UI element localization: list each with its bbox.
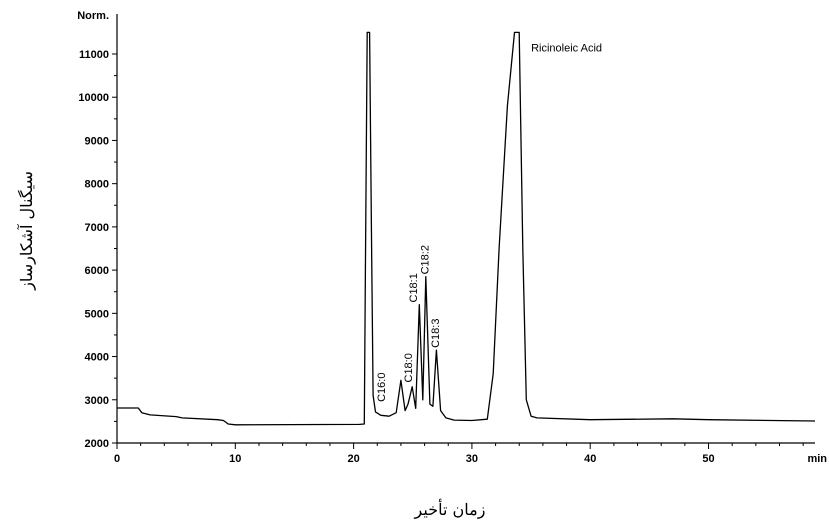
- x-tick-label: 30: [466, 453, 478, 465]
- chromatogram-trace: [117, 31, 816, 426]
- plot-area: [117, 31, 816, 426]
- peak-label: C18:1: [408, 273, 420, 302]
- peak-label: C18:0: [403, 353, 415, 382]
- y-axis-title: سیگنال آشکارساز: [16, 170, 36, 290]
- y-tick-label: 9000: [85, 135, 109, 147]
- x-axis: 0 10 20 30 40 50 min: [114, 442, 827, 465]
- y-tick-label: 4000: [85, 352, 109, 364]
- x-tick-label: 20: [347, 453, 359, 465]
- y-tick-label: 11000: [79, 49, 109, 61]
- x-axis-title: زمان تأخیر: [414, 500, 486, 519]
- x-tick-label: 40: [584, 453, 596, 465]
- x-unit-label: min: [807, 453, 827, 465]
- peak-label: Ricinoleic Acid: [531, 43, 602, 55]
- y-unit-label: Norm.: [77, 10, 109, 22]
- y-tick-label: 5000: [85, 308, 109, 320]
- y-ticks: 2000 3000 4000 5000 6000 7000 8000 9000 10000 110…: [78, 49, 117, 450]
- y-axis-title-box: سیگنال آشکارساز: [6, 135, 46, 325]
- y-tick-label: 3000: [85, 395, 109, 407]
- x-tick-label: 50: [702, 453, 714, 465]
- y-tick-label: 6000: [85, 265, 109, 277]
- x-tick-label: 10: [229, 453, 241, 465]
- y-tick-label: 2000: [85, 438, 109, 450]
- y-tick-label: 8000: [85, 179, 109, 191]
- y-tick-label: 10000: [78, 92, 109, 104]
- x-tick-label: 0: [114, 453, 120, 465]
- peak-label: C16:0: [376, 373, 388, 402]
- y-axis: 2000 3000 4000 5000 6000 7000 8000 9000 10000 110…: [77, 10, 118, 450]
- x-ticks: 0 10 20 30 40 50: [114, 443, 804, 465]
- peak-label: C18:3: [430, 319, 442, 348]
- y-tick-label: 7000: [85, 222, 109, 234]
- peak-label: C18:2: [420, 245, 432, 274]
